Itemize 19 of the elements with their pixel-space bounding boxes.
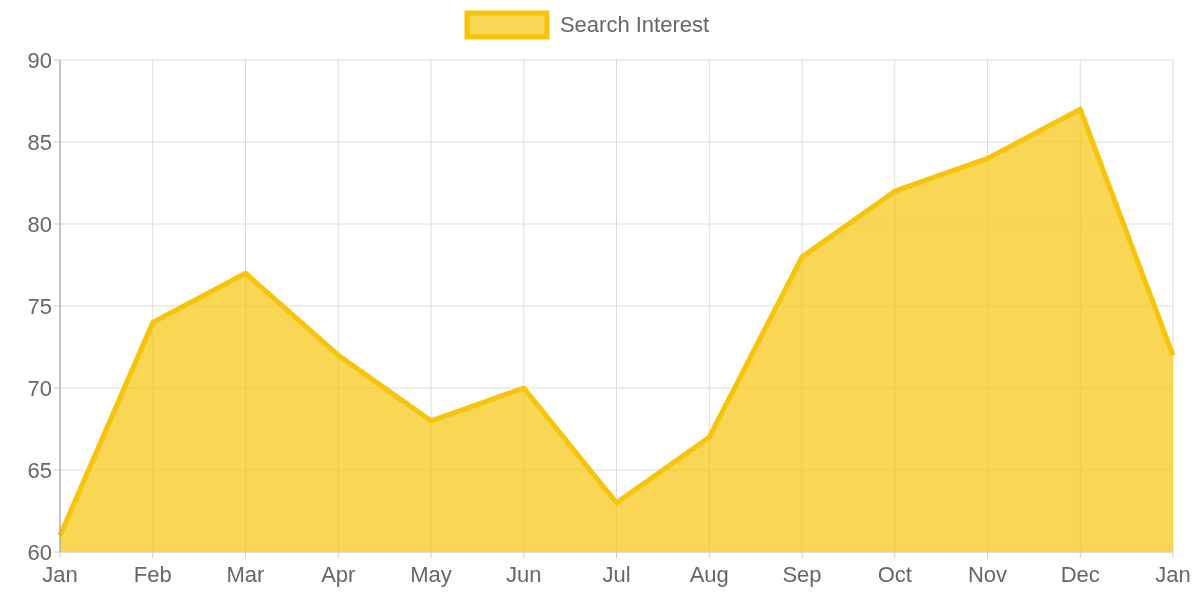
y-tick-label: 70 bbox=[27, 375, 52, 401]
y-tick-label: 65 bbox=[27, 457, 52, 483]
x-tick-label: Mar bbox=[226, 561, 265, 587]
x-tick-label: Jul bbox=[602, 561, 631, 587]
x-tick-label: Oct bbox=[877, 561, 912, 587]
x-tick-label: Jan bbox=[1155, 561, 1191, 587]
y-tick-label: 80 bbox=[27, 211, 52, 237]
x-tick-label: Jun bbox=[506, 561, 542, 587]
legend-label: Search Interest bbox=[559, 12, 710, 38]
x-tick-label: Apr bbox=[321, 561, 356, 587]
y-tick-label: 90 bbox=[27, 47, 52, 73]
x-tick-label: Nov bbox=[967, 561, 1008, 587]
x-tick-label: Dec bbox=[1060, 561, 1100, 587]
x-tick-label: Feb bbox=[133, 561, 172, 587]
y-tick-label: 85 bbox=[27, 129, 52, 155]
x-tick-label: Sep bbox=[782, 561, 822, 587]
x-tick-label: Aug bbox=[689, 561, 729, 587]
y-tick-label: 75 bbox=[27, 293, 52, 319]
x-tick-label: May bbox=[410, 561, 452, 587]
